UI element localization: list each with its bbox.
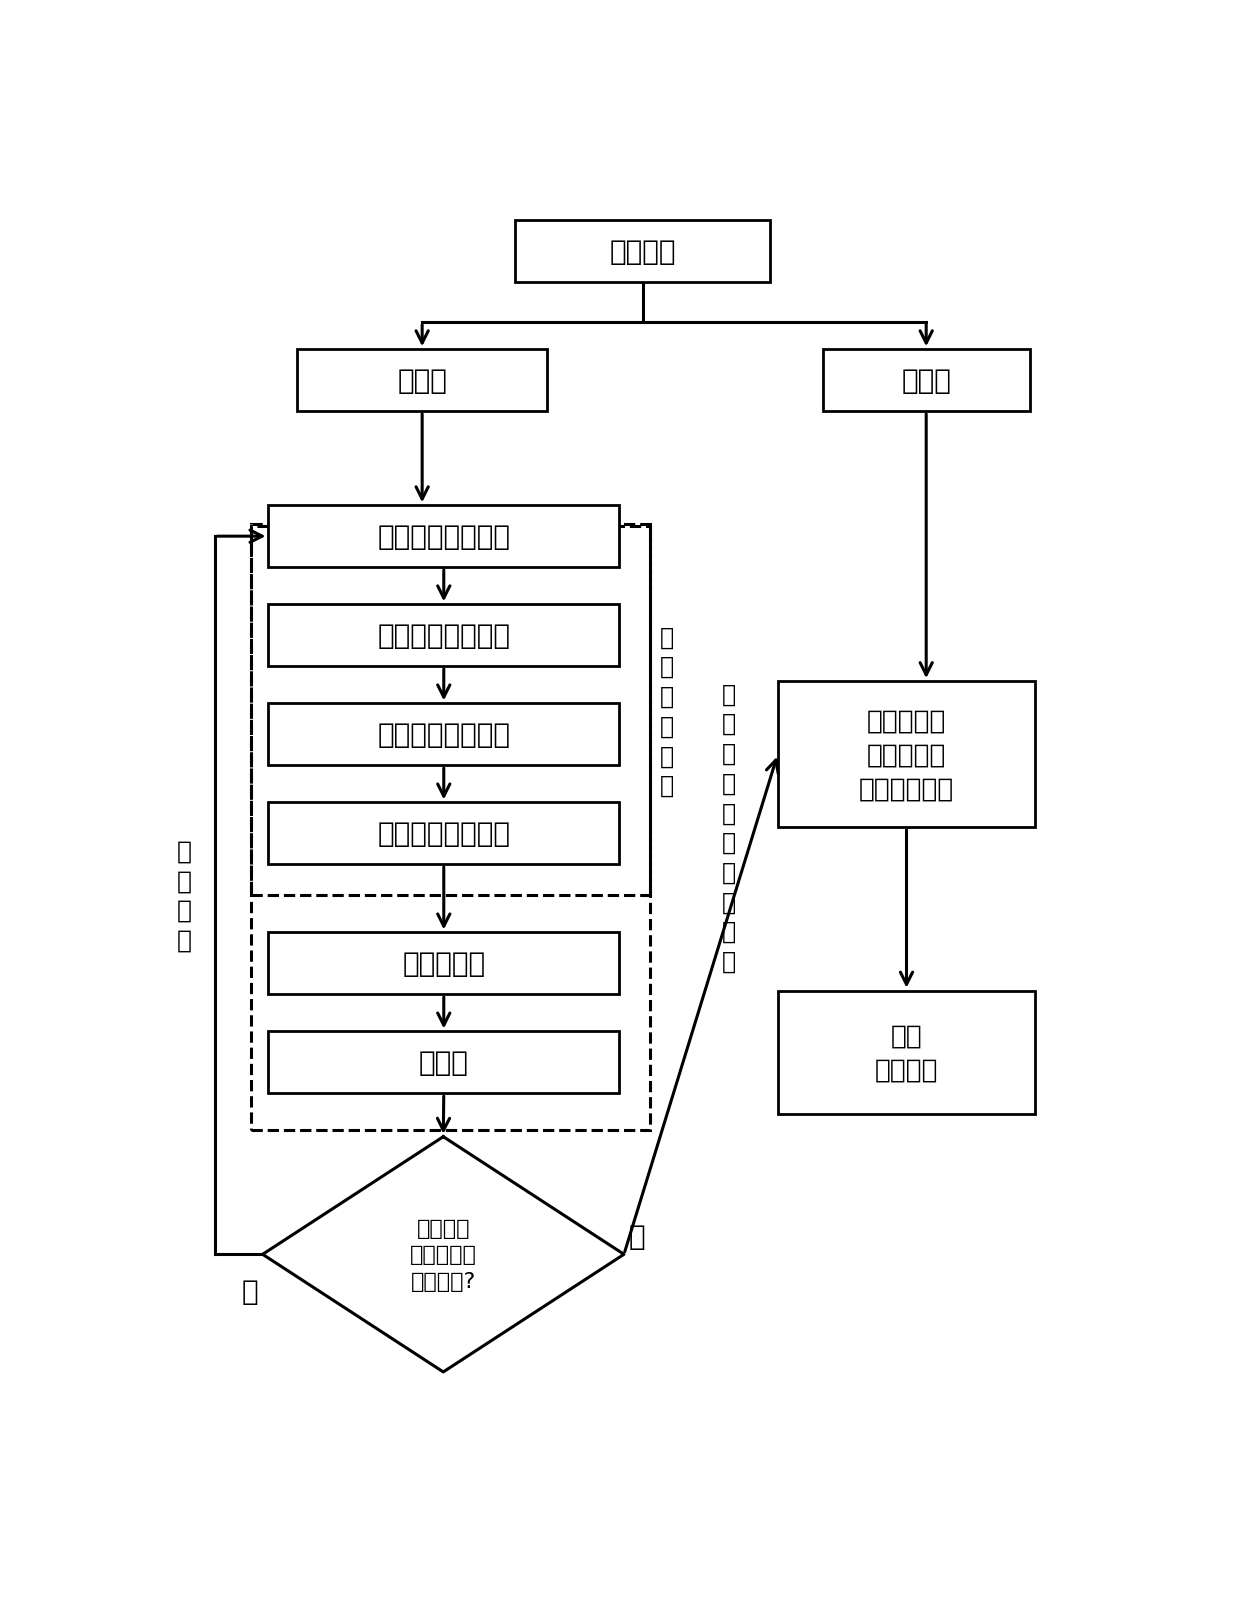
FancyBboxPatch shape <box>268 604 619 667</box>
FancyBboxPatch shape <box>268 932 619 995</box>
FancyBboxPatch shape <box>268 804 619 865</box>
Text: 验证误差
或迭代次数
满足要求?: 验证误差 或迭代次数 满足要求? <box>410 1218 476 1290</box>
Text: 特
征
对
齐
结
构: 特 征 对 齐 结 构 <box>660 625 673 797</box>
Text: 训练集: 训练集 <box>397 366 448 395</box>
Text: 特征映射层: 特征映射层 <box>402 950 485 977</box>
Polygon shape <box>263 1138 624 1372</box>
Text: 故障
分类结果: 故障 分类结果 <box>874 1022 939 1083</box>
Text: 整周期最大池化层: 整周期最大池化层 <box>377 622 511 649</box>
Text: 原始信号: 原始信号 <box>609 238 676 267</box>
Text: 特
征
对
齐
卷
积
神
经
网
络: 特 征 对 齐 卷 积 神 经 网 络 <box>722 681 737 974</box>
FancyBboxPatch shape <box>777 681 1035 828</box>
Text: 多周期平均池化层: 多周期平均池化层 <box>377 722 511 749</box>
FancyBboxPatch shape <box>777 992 1035 1115</box>
Text: 反
馈
调
参: 反 馈 调 参 <box>176 839 191 953</box>
Text: 自适应通道池化层: 自适应通道池化层 <box>377 820 511 848</box>
Text: 经过训练的
特征对齐的
卷积神经网络: 经过训练的 特征对齐的 卷积神经网络 <box>859 707 954 802</box>
FancyBboxPatch shape <box>268 1032 619 1094</box>
FancyBboxPatch shape <box>268 506 619 567</box>
Text: 分类器: 分类器 <box>419 1049 469 1077</box>
Text: 是: 是 <box>629 1221 645 1250</box>
FancyBboxPatch shape <box>823 350 1029 411</box>
FancyBboxPatch shape <box>268 704 619 767</box>
FancyBboxPatch shape <box>298 350 547 411</box>
FancyBboxPatch shape <box>516 222 770 283</box>
Text: 单步多尺度卷积层: 单步多尺度卷积层 <box>377 522 511 551</box>
Text: 测试集: 测试集 <box>901 366 951 395</box>
Text: 否: 否 <box>242 1278 258 1305</box>
